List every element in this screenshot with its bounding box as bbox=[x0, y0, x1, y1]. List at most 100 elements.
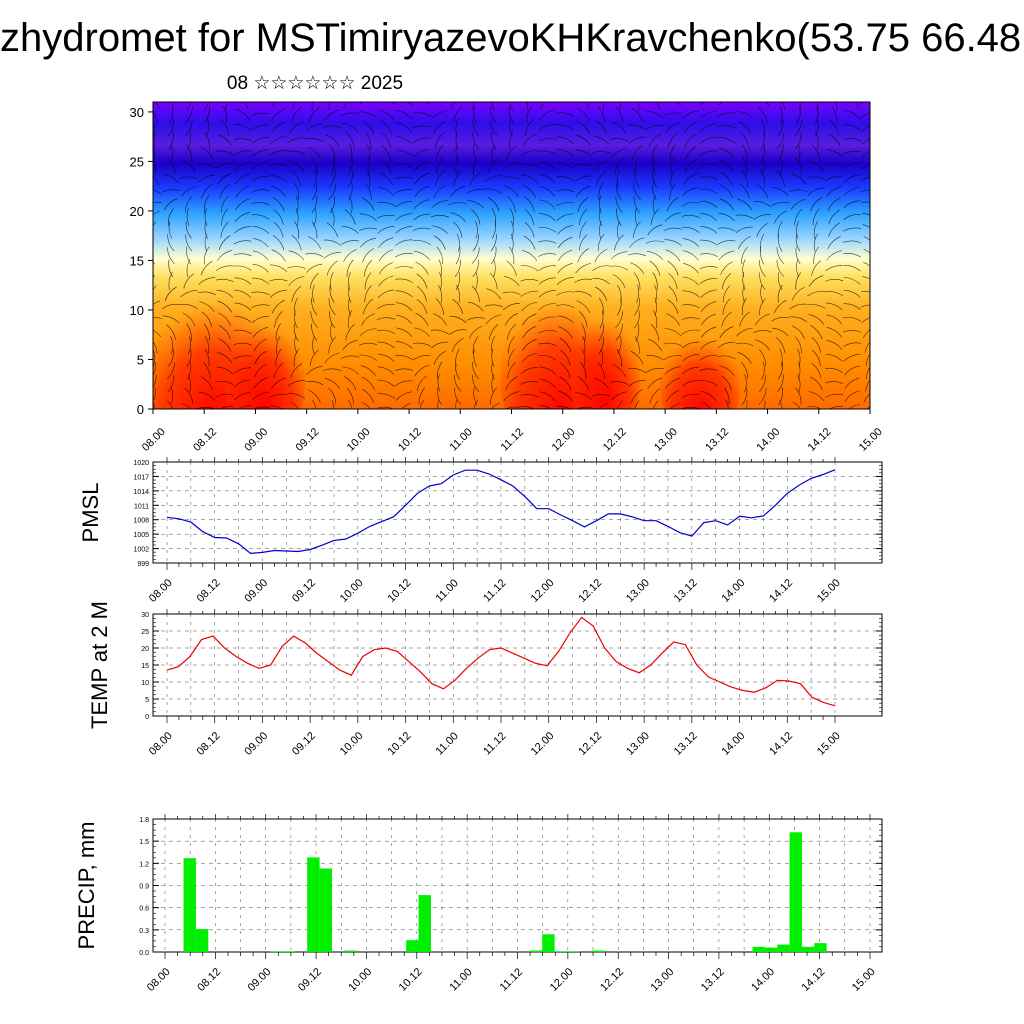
x-tick-label: 09.12 bbox=[290, 577, 318, 605]
wind-streak bbox=[826, 250, 842, 261]
wind-streak bbox=[700, 213, 718, 222]
wind-streak bbox=[416, 285, 427, 302]
wind-streak bbox=[377, 226, 395, 234]
wind-streak bbox=[652, 144, 658, 162]
wind-streak bbox=[380, 120, 393, 135]
wind-streak bbox=[772, 327, 789, 337]
wind-streak bbox=[656, 102, 661, 110]
wind-streak bbox=[473, 105, 477, 124]
wind-streak bbox=[592, 394, 611, 397]
wind-streak bbox=[617, 336, 622, 355]
wind-streak bbox=[271, 377, 286, 389]
wind-streak bbox=[665, 377, 681, 389]
wind-streak bbox=[826, 326, 842, 338]
wind-streak bbox=[700, 123, 717, 132]
wind-streak bbox=[311, 323, 318, 342]
wind-streak bbox=[346, 259, 354, 277]
wind-streak bbox=[466, 317, 485, 321]
wind-streak bbox=[274, 311, 283, 328]
wind-streak bbox=[814, 105, 819, 124]
wind-streak bbox=[473, 144, 478, 163]
wind-streak bbox=[287, 150, 306, 156]
wind-streak bbox=[509, 208, 514, 227]
wind-streak bbox=[197, 291, 216, 296]
wind-streak bbox=[778, 361, 784, 380]
wind-streak bbox=[577, 196, 589, 212]
x-tick-label: 13.12 bbox=[703, 426, 731, 454]
wind-streak bbox=[825, 175, 843, 182]
wind-streak bbox=[758, 349, 766, 367]
wind-streak bbox=[233, 150, 252, 156]
wind-streak bbox=[645, 368, 664, 373]
wind-streak bbox=[631, 388, 643, 404]
wind-streak bbox=[797, 144, 801, 163]
wind-streak bbox=[510, 233, 514, 252]
wind-streak bbox=[594, 248, 608, 263]
wind-streak bbox=[395, 201, 413, 208]
wind-streak bbox=[153, 221, 157, 227]
wind-streak bbox=[843, 150, 862, 155]
wind-streak bbox=[597, 233, 605, 252]
wind-streak bbox=[556, 176, 575, 182]
wind-streak bbox=[204, 208, 208, 227]
wind-streak bbox=[455, 400, 457, 409]
wind-streak bbox=[737, 351, 752, 364]
y-tick-label: 20 bbox=[141, 646, 149, 653]
wind-streak bbox=[813, 220, 819, 239]
wind-streak bbox=[682, 354, 700, 362]
wind-streak bbox=[153, 210, 160, 216]
x-tick-label: 14.12 bbox=[767, 730, 795, 758]
wind-streak bbox=[650, 208, 659, 226]
wind-streak bbox=[825, 265, 843, 272]
wind-streak bbox=[722, 285, 731, 303]
wind-streak bbox=[349, 144, 353, 163]
wind-streak bbox=[490, 131, 497, 150]
wind-streak bbox=[153, 161, 157, 175]
wind-streak bbox=[580, 361, 587, 380]
wind-streak bbox=[273, 209, 284, 225]
wind-streak bbox=[645, 240, 664, 244]
wind-streak bbox=[168, 349, 174, 367]
wind-streak bbox=[809, 376, 823, 391]
wind-streak bbox=[557, 136, 574, 145]
wind-streak bbox=[167, 247, 175, 264]
wind-streak bbox=[467, 301, 484, 312]
wind-streak bbox=[808, 314, 825, 325]
wind-streak bbox=[599, 220, 602, 240]
wind-streak bbox=[218, 312, 232, 327]
wind-streak bbox=[153, 273, 155, 278]
wind-streak bbox=[741, 144, 748, 162]
x-tick-label: 13.00 bbox=[624, 577, 652, 605]
wind-streak bbox=[377, 289, 395, 299]
wind-streak bbox=[377, 353, 395, 362]
wind-streak bbox=[522, 326, 537, 339]
wind-streak bbox=[702, 402, 712, 409]
wind-streak bbox=[475, 271, 478, 291]
wind-streak bbox=[344, 376, 357, 391]
wind-streak bbox=[538, 227, 557, 233]
wind-streak bbox=[808, 160, 824, 172]
wind-streak bbox=[431, 110, 448, 119]
wind-streak bbox=[346, 387, 354, 405]
wind-streak bbox=[472, 336, 479, 354]
wind-streak bbox=[825, 302, 843, 311]
wind-streak bbox=[797, 361, 801, 380]
wind-streak bbox=[843, 200, 861, 209]
wind-streak bbox=[215, 278, 234, 283]
wind-streak bbox=[252, 326, 269, 338]
wind-streak bbox=[323, 125, 342, 129]
wind-streak bbox=[848, 404, 860, 409]
wind-streak bbox=[681, 380, 700, 387]
wind-streak bbox=[343, 249, 357, 262]
wind-streak bbox=[435, 170, 445, 187]
wind-streak bbox=[602, 102, 604, 111]
wind-streak bbox=[772, 186, 789, 196]
wind-streak bbox=[200, 376, 213, 391]
wind-streak bbox=[270, 289, 287, 298]
wind-streak bbox=[861, 112, 870, 118]
wind-streak bbox=[186, 246, 192, 265]
wind-streak bbox=[153, 387, 156, 402]
wind-streak bbox=[649, 388, 661, 404]
wind-streak bbox=[234, 277, 252, 285]
x-tick-label: 13.00 bbox=[624, 730, 652, 758]
